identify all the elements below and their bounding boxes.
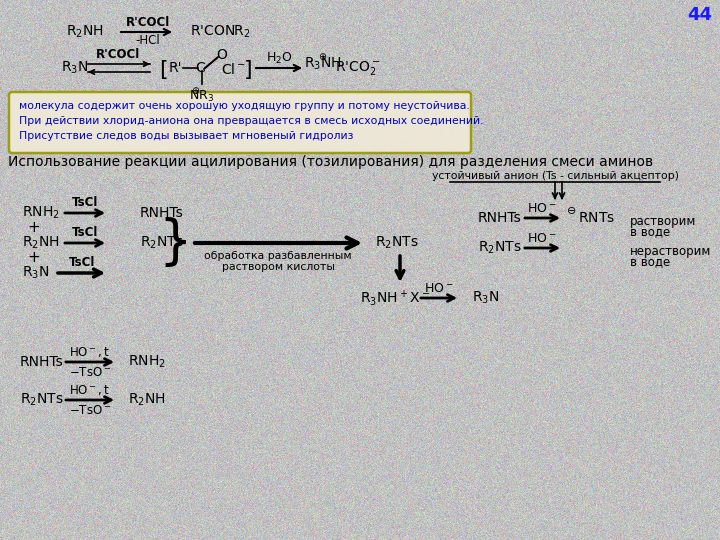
Text: $\mathregular{HO^-}$: $\mathregular{HO^-}$ (527, 201, 557, 214)
Text: ]: ] (243, 60, 252, 80)
Text: O: O (217, 48, 228, 62)
Text: [: [ (158, 60, 167, 80)
Text: $\mathregular{R_3NH^+X^-}$: $\mathregular{R_3NH^+X^-}$ (360, 288, 431, 308)
Text: $\mathregular{HO^-}$: $\mathregular{HO^-}$ (424, 282, 454, 295)
Text: $\mathregular{Cl^-}$: $\mathregular{Cl^-}$ (220, 63, 246, 78)
Text: $\mathregular{R_3N}$: $\mathregular{R_3N}$ (22, 265, 50, 281)
Text: $\mathregular{HO^-, t}$: $\mathregular{HO^-, t}$ (69, 383, 111, 397)
Text: $\oplus$: $\oplus$ (192, 84, 201, 96)
Text: Использование реакции ацилирования (тозилирования) для разделения смеси аминов: Использование реакции ацилирования (този… (8, 155, 653, 169)
Text: $\mathregular{R_2NTs}$: $\mathregular{R_2NTs}$ (375, 235, 419, 251)
Text: обработка разбавленным: обработка разбавленным (204, 251, 352, 261)
Text: 44: 44 (688, 6, 713, 24)
Text: $\mathregular{R_2NTs}$: $\mathregular{R_2NTs}$ (140, 235, 184, 251)
Text: раствором кислоты: раствором кислоты (222, 262, 335, 272)
Text: $\mathregular{R_3N}$: $\mathregular{R_3N}$ (472, 290, 500, 306)
Text: нерастворим: нерастворим (630, 245, 711, 258)
Text: устойчивый анион (Ts - сильный акцептор): устойчивый анион (Ts - сильный акцептор) (431, 171, 678, 181)
Text: $\mathregular{R_2NH}$: $\mathregular{R_2NH}$ (22, 235, 59, 251)
Text: $\mathregular{-TsO^-}$: $\mathregular{-TsO^-}$ (69, 366, 111, 379)
Text: TsCl: TsCl (72, 197, 98, 210)
Text: растворим: растворим (630, 214, 696, 227)
Text: в воде: в воде (630, 226, 670, 239)
Text: RNHTs: RNHTs (20, 355, 64, 369)
Text: RNHTs: RNHTs (140, 206, 184, 220)
Text: R'COCl: R'COCl (126, 16, 170, 29)
FancyBboxPatch shape (9, 92, 471, 153)
Text: $\mathregular{-TsO^-}$: $\mathregular{-TsO^-}$ (69, 403, 111, 416)
Text: $\mathregular{NR_3}$: $\mathregular{NR_3}$ (189, 89, 215, 104)
Text: $\mathregular{R_2NH}$: $\mathregular{R_2NH}$ (66, 24, 104, 40)
Text: в воде: в воде (630, 255, 670, 268)
Text: $\mathregular{HO^-, t}$: $\mathregular{HO^-, t}$ (69, 345, 111, 359)
Text: $\mathregular{RN}$Ts: $\mathregular{RN}$Ts (578, 211, 615, 225)
Text: }: } (158, 217, 192, 269)
Text: $\mathregular{R_2NTs}$: $\mathregular{R_2NTs}$ (20, 392, 63, 408)
Text: TsCl: TsCl (69, 256, 95, 269)
Text: $\mathregular{R_3N}$: $\mathregular{R_3N}$ (61, 60, 89, 76)
Text: RNHTs: RNHTs (478, 211, 522, 225)
Text: молекула содержит очень хорошую уходящую группу и потому неустойчива.
При действ: молекула содержит очень хорошую уходящую… (19, 101, 484, 141)
Text: $\ominus$: $\ominus$ (566, 206, 576, 217)
Text: $\mathregular{R_3NH}$: $\mathregular{R_3NH}$ (305, 56, 342, 72)
Text: +: + (27, 219, 40, 234)
Text: $\mathregular{H_2O}$: $\mathregular{H_2O}$ (266, 50, 292, 65)
Text: -HCl: -HCl (135, 35, 161, 48)
Text: C: C (195, 61, 205, 75)
Text: $\mathregular{R_2NH}$: $\mathregular{R_2NH}$ (128, 392, 166, 408)
Text: $\oplus$: $\oplus$ (318, 51, 328, 62)
Text: +: + (27, 249, 40, 265)
Text: $\mathregular{R_2NTs}$: $\mathregular{R_2NTs}$ (478, 240, 522, 256)
Text: $\mathregular{RNH_2}$: $\mathregular{RNH_2}$ (128, 354, 166, 370)
Text: R'COCl: R'COCl (96, 49, 140, 62)
Text: R': R' (168, 61, 181, 75)
Text: $\mathregular{HO^-}$: $\mathregular{HO^-}$ (527, 232, 557, 245)
Text: R'CONR$_2$: R'CONR$_2$ (189, 24, 251, 40)
Text: TsCl: TsCl (72, 226, 98, 240)
Text: $\mathregular{RNH_2}$: $\mathregular{RNH_2}$ (22, 205, 60, 221)
Text: R'CO$_2^-$: R'CO$_2^-$ (336, 59, 381, 77)
